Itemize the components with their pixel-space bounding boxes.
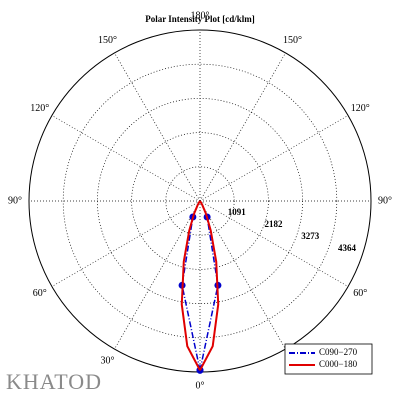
legend: C090−270 C000−180 <box>284 343 373 375</box>
grid-spoke <box>199 200 349 287</box>
theta-tick-label: 90° <box>378 195 392 206</box>
r-tick-label: 3273 <box>301 231 320 241</box>
theta-tick-label: 0° <box>196 380 205 391</box>
series-line <box>199 216 219 371</box>
grid-spoke <box>199 52 286 202</box>
grid-ring <box>165 166 235 236</box>
chart-title: Polar Intensity Plot [cd/klm] <box>145 14 255 24</box>
theta-tick-label: 30° <box>101 356 115 367</box>
grid-spoke <box>51 200 201 287</box>
legend-label: C000−180 <box>319 359 358 369</box>
r-tick-label: 4364 <box>338 243 357 253</box>
theta-tick-label: 90° <box>8 195 22 206</box>
legend-label: C090−270 <box>319 347 358 357</box>
grid-spoke <box>51 115 201 202</box>
theta-tick-label: 150° <box>283 35 302 46</box>
legend-box <box>284 343 373 375</box>
theta-tick-label: 120° <box>30 103 49 114</box>
r-tick-label: 2182 <box>265 219 284 229</box>
grid-spoke <box>114 52 201 202</box>
series-line <box>180 200 201 371</box>
grid-ring <box>62 63 338 339</box>
grid-ring <box>131 132 269 270</box>
theta-tick-label: 120° <box>351 103 370 114</box>
theta-tick-label: 180° <box>191 10 210 21</box>
series-line <box>199 200 220 371</box>
logo: KHATOD <box>6 369 102 394</box>
theta-tick-label: 60° <box>353 288 367 299</box>
theta-tick-label: 150° <box>98 35 117 46</box>
grid-spoke <box>199 115 349 202</box>
grid-spoke <box>114 200 201 350</box>
r-tick-label: 1091 <box>228 207 247 217</box>
theta-tick-label: 60° <box>33 288 47 299</box>
series-line <box>181 216 201 371</box>
